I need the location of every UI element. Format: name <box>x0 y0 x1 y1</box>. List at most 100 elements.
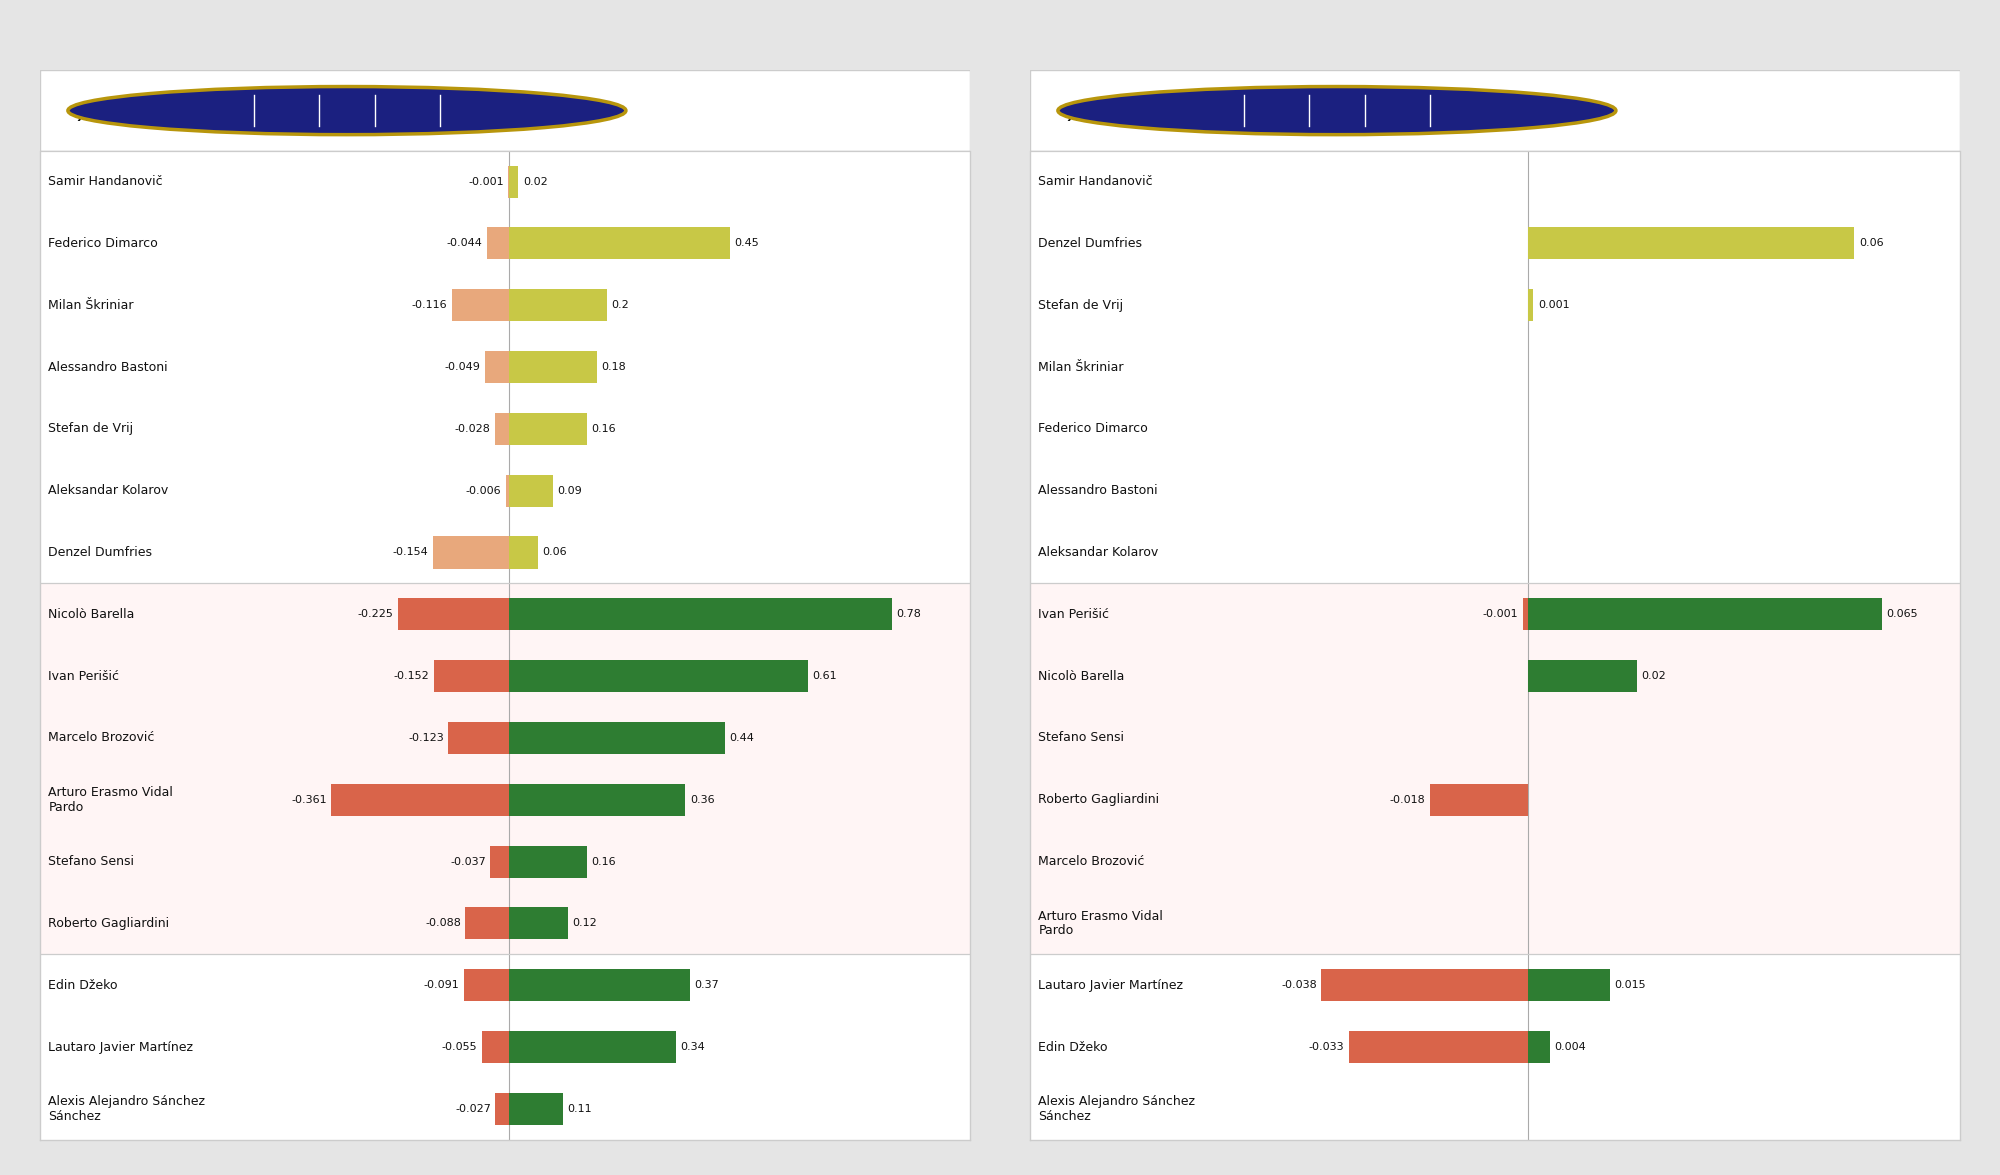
Text: 0.12: 0.12 <box>572 919 596 928</box>
Text: -0.033: -0.033 <box>1308 1042 1344 1052</box>
Text: Edin Džeko: Edin Džeko <box>48 979 118 992</box>
Bar <box>1528 289 1534 321</box>
Bar <box>484 351 508 383</box>
Text: xT from Passes: xT from Passes <box>78 105 234 125</box>
Bar <box>1522 598 1528 630</box>
Text: -0.055: -0.055 <box>442 1042 478 1052</box>
Bar <box>508 351 596 383</box>
Bar <box>508 475 552 506</box>
Text: Arturo Erasmo Vidal
Pardo: Arturo Erasmo Vidal Pardo <box>48 786 174 813</box>
Text: 0.09: 0.09 <box>558 485 582 496</box>
Bar <box>466 907 508 940</box>
Text: Samir Handanovič: Samir Handanovič <box>48 175 164 188</box>
Bar <box>508 1093 562 1124</box>
FancyBboxPatch shape <box>1030 70 1960 150</box>
Bar <box>508 784 686 815</box>
Bar <box>1528 969 1610 1001</box>
Bar <box>508 227 730 260</box>
Text: 0.45: 0.45 <box>734 239 758 248</box>
Text: -0.018: -0.018 <box>1390 794 1426 805</box>
Bar <box>506 475 508 506</box>
Text: Alexis Alejandro Sánchez
Sánchez: Alexis Alejandro Sánchez Sánchez <box>48 1095 206 1122</box>
Text: 0.2: 0.2 <box>612 301 630 310</box>
Text: 0.36: 0.36 <box>690 794 714 805</box>
Bar <box>1528 1030 1550 1063</box>
Bar <box>332 784 508 815</box>
Text: -0.091: -0.091 <box>424 980 460 991</box>
Text: Ivan Perišić: Ivan Perišić <box>1038 607 1110 620</box>
Text: Edin Džeko: Edin Džeko <box>1038 1041 1108 1054</box>
Bar <box>464 969 508 1001</box>
Bar <box>482 1030 508 1063</box>
Text: -0.001: -0.001 <box>1482 610 1518 619</box>
Text: Nicolò Barella: Nicolò Barella <box>1038 670 1124 683</box>
Bar <box>1528 660 1636 692</box>
Bar <box>40 954 970 1140</box>
Bar <box>508 598 892 630</box>
Text: 0.18: 0.18 <box>602 362 626 372</box>
Text: -0.037: -0.037 <box>450 857 486 867</box>
Text: Alessandro Bastoni: Alessandro Bastoni <box>1038 484 1158 497</box>
Text: 0.015: 0.015 <box>1614 980 1646 991</box>
Text: 0.001: 0.001 <box>1538 301 1570 310</box>
Text: xT from Dribbles: xT from Dribbles <box>1068 105 1240 125</box>
Bar <box>508 166 518 197</box>
Text: -0.044: -0.044 <box>446 239 482 248</box>
Circle shape <box>68 87 626 135</box>
Text: Denzel Dumfries: Denzel Dumfries <box>1038 237 1142 250</box>
Bar <box>508 1030 676 1063</box>
Text: Milan Škriniar: Milan Škriniar <box>48 298 134 311</box>
Bar <box>508 289 606 321</box>
Text: 0.06: 0.06 <box>542 548 568 557</box>
Text: Federico Dimarco: Federico Dimarco <box>48 237 158 250</box>
Text: Marcelo Brozović: Marcelo Brozović <box>1038 855 1144 868</box>
Bar <box>1430 784 1528 815</box>
Text: Marcelo Brozović: Marcelo Brozović <box>48 732 154 745</box>
Bar <box>40 150 970 584</box>
Bar <box>1030 150 1960 584</box>
Bar <box>398 598 508 630</box>
Text: Stefano Sensi: Stefano Sensi <box>48 855 134 868</box>
Bar <box>1348 1030 1528 1063</box>
Text: Stefan de Vrij: Stefan de Vrij <box>48 422 134 436</box>
Bar <box>508 969 690 1001</box>
Text: Milan Škriniar: Milan Škriniar <box>1038 361 1124 374</box>
Bar <box>508 537 538 569</box>
Text: Stefan de Vrij: Stefan de Vrij <box>1038 298 1124 311</box>
Text: -0.154: -0.154 <box>392 548 428 557</box>
Circle shape <box>1058 87 1616 135</box>
Bar <box>490 846 508 878</box>
Text: 0.004: 0.004 <box>1554 1042 1586 1052</box>
Text: Stefano Sensi: Stefano Sensi <box>1038 732 1124 745</box>
Text: 0.16: 0.16 <box>592 424 616 434</box>
Text: Denzel Dumfries: Denzel Dumfries <box>48 546 152 559</box>
Text: -0.001: -0.001 <box>468 176 504 187</box>
Bar <box>496 1093 508 1124</box>
Text: 0.11: 0.11 <box>568 1103 592 1114</box>
Bar <box>448 721 508 754</box>
Text: Samir Handanovič: Samir Handanovič <box>1038 175 1154 188</box>
Text: -0.088: -0.088 <box>426 919 460 928</box>
Text: 0.61: 0.61 <box>812 671 838 682</box>
Text: Roberto Gagliardini: Roberto Gagliardini <box>48 916 170 929</box>
Text: -0.038: -0.038 <box>1282 980 1316 991</box>
Bar <box>508 907 568 940</box>
Text: 0.16: 0.16 <box>592 857 616 867</box>
Text: 0.34: 0.34 <box>680 1042 704 1052</box>
Text: 0.44: 0.44 <box>730 733 754 743</box>
Text: 0.065: 0.065 <box>1886 610 1918 619</box>
Text: -0.152: -0.152 <box>394 671 430 682</box>
Text: 0.37: 0.37 <box>694 980 720 991</box>
Text: -0.361: -0.361 <box>292 794 326 805</box>
Text: -0.027: -0.027 <box>454 1103 490 1114</box>
Bar <box>508 721 724 754</box>
FancyBboxPatch shape <box>40 70 970 150</box>
Text: Aleksandar Kolarov: Aleksandar Kolarov <box>1038 546 1158 559</box>
Text: Alexis Alejandro Sánchez
Sánchez: Alexis Alejandro Sánchez Sánchez <box>1038 1095 1196 1122</box>
Text: Nicolò Barella: Nicolò Barella <box>48 607 134 620</box>
Bar <box>508 412 588 445</box>
Bar <box>1030 954 1960 1140</box>
Text: 0.06: 0.06 <box>1858 239 1884 248</box>
Text: Alessandro Bastoni: Alessandro Bastoni <box>48 361 168 374</box>
Text: -0.006: -0.006 <box>466 485 502 496</box>
